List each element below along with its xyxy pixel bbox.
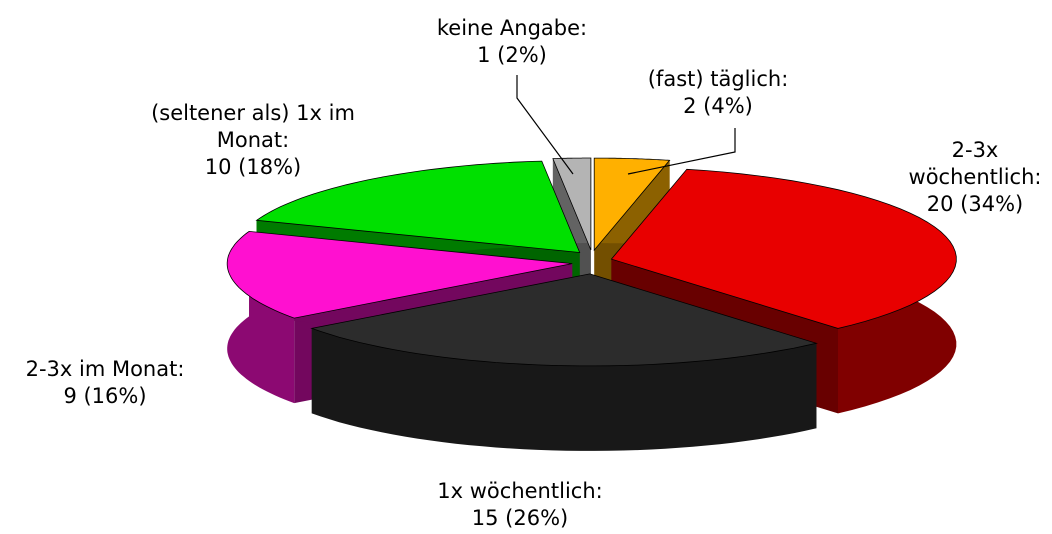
category-label: (fast) täglich: [647,67,789,91]
value-label: 20 (34%) [926,192,1024,216]
slice-label: 1x wöchentlich: 15 (26%) [370,478,670,532]
category-label: 2-3x im Monat: [25,357,185,381]
slice [226,230,573,319]
slice [255,160,581,253]
slice-wall [311,328,817,451]
slice-label: (fast) täglich: 2 (4%) [618,66,818,120]
slice [610,168,957,329]
leader-line [627,128,736,175]
value-label: 15 (26%) [471,506,569,530]
slice [593,157,671,252]
slice-label: 2-3x wöchentlich: 20 (34%) [900,137,1050,218]
value-label: 9 (16%) [63,384,147,408]
value-label: 2 (4%) [683,94,753,118]
value-label: 10 (18%) [204,155,302,179]
slice-label: 2-3x im Monat: 9 (16%) [0,356,215,410]
slice [552,157,592,251]
category-label: keine Angabe: [436,16,588,40]
leader-line [516,75,574,175]
slice-label: keine Angabe: 1 (2%) [402,15,622,69]
slice-label: (seltener als) 1x im Monat: 10 (18%) [138,100,368,181]
category-label: 1x wöchentlich: [437,479,603,503]
slice [310,273,818,367]
category-label: 2-3x wöchentlich: [908,138,1042,189]
category-label: (seltener als) 1x im Monat: [151,101,355,152]
value-label: 1 (2%) [477,43,547,67]
